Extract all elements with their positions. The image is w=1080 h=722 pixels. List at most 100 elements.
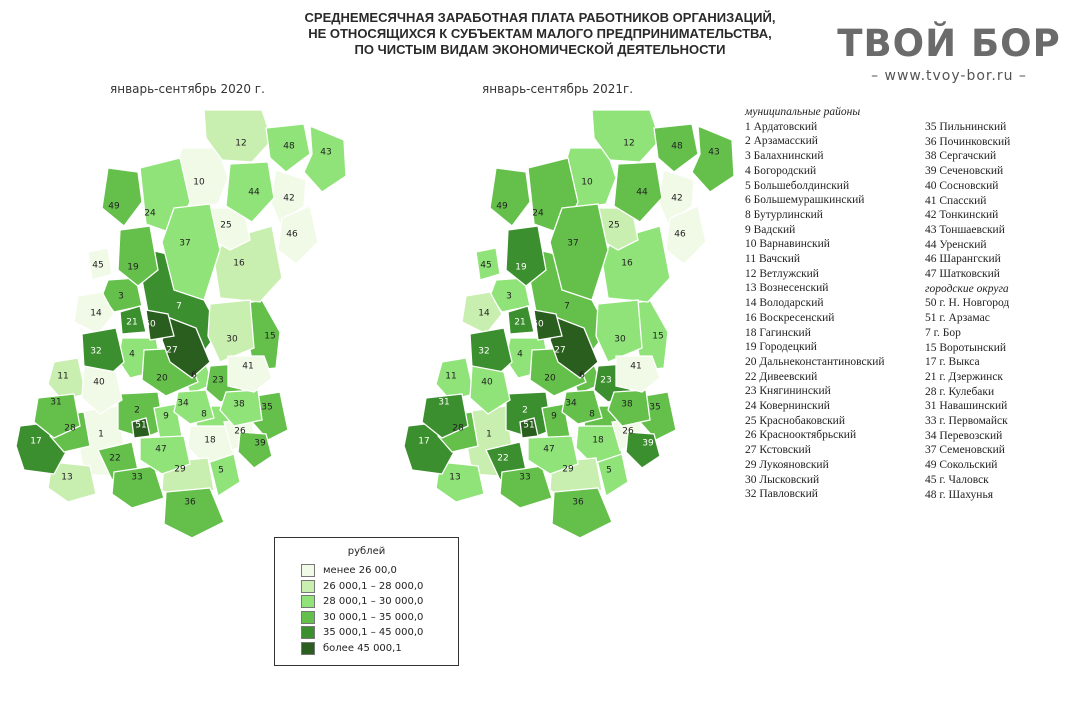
list-item: 4 Богородский [745,164,817,177]
region-label-33: 33 [131,473,142,483]
legend-swatch [301,564,315,578]
region-label-6: 6 [191,371,197,381]
region-2 [505,391,553,439]
region-13 [47,461,97,503]
list-item: 3 Балахнинский [745,150,824,163]
region-36 [551,487,613,539]
region-14 [461,291,503,335]
region-label-30: 30 [614,335,626,345]
list-item: 42 Тонкинский [925,209,999,222]
region-39 [237,431,273,469]
region-label-29: 29 [562,465,574,475]
region-31 [421,393,469,439]
region-21 [119,305,147,335]
region-label-37: 37 [179,239,190,249]
legend-item: 26 000,1 – 28 000,0 [301,579,458,595]
region-18 [187,425,235,465]
region-label-20: 20 [156,374,168,384]
region-label-3: 3 [506,292,512,302]
list-item: 20 Дальнеконстантиновский [745,355,885,368]
region-label-22: 22 [109,454,120,464]
region-label-38: 38 [621,400,633,410]
list-item: 12 Ветлужский [745,267,819,280]
list-item: 47 Шатковский [925,268,1000,281]
region-label-13: 13 [61,473,72,483]
region-label-8: 8 [201,410,207,420]
legend: рублей менее 26 00,0 26 000,1 – 28 000,0 2… [274,537,459,666]
region-label-31: 31 [438,398,449,408]
region-label-1: 1 [486,430,492,440]
region-40 [81,365,123,415]
region-label-22: 22 [497,454,508,464]
region-label-41: 41 [630,362,641,372]
region-label-30: 30 [226,335,238,345]
legend-swatch [301,626,315,640]
legend-item: 30 000,1 – 35 000,0 [301,610,458,626]
region-label-32: 32 [90,347,101,357]
region-label-5: 5 [218,466,224,476]
list-item: 24 Ковернинский [745,400,830,413]
legend-label: 28 000,1 – 30 000,0 [323,596,424,608]
legend-swatch [301,579,315,593]
legend-label: 30 000,1 – 35 000,0 [323,611,424,623]
districts-list-col2: 35 Пильнинский 36 Починковский 38 Сергачск… [925,120,1010,502]
title-line-3: ПО ЧИСТЫМ ВИДАМ ЭКОНОМИЧЕСКОЙ ДЕЯТЕЛЬНОС… [354,42,726,57]
region-label-31: 31 [50,398,61,408]
region-label-23: 23 [600,376,611,386]
legend-title: рублей [347,546,386,557]
region-34 [561,389,603,425]
region-50 [145,309,175,341]
region-label-16: 16 [233,259,245,269]
region-44 [225,161,275,223]
region-41 [227,355,273,393]
legend-label: 26 000,1 – 28 000,0 [323,580,424,592]
region-label-50: 50 [532,320,544,330]
region-label-21: 21 [514,318,525,328]
region-label-14: 14 [478,309,490,319]
region-27 [549,317,599,379]
region-label-48: 48 [283,142,295,152]
list-item: 46 Шарангский [925,253,1001,266]
region-label-51: 51 [135,421,146,431]
region-label-45: 45 [92,261,103,271]
region-label-18: 18 [592,436,604,446]
region-label-24: 24 [144,209,156,219]
list-item: 36 Починковский [925,135,1011,148]
list-item: 41 Спасский [925,194,987,207]
region-label-41: 41 [242,362,253,372]
region-44 [613,161,663,223]
region-label-50: 50 [144,320,156,330]
list-item: 34 Перевозский [925,429,1003,442]
list-item: 9 Вадский [745,223,796,236]
legend-label: менее 26 00,0 [323,565,397,577]
region-label-49: 49 [108,202,120,212]
region-label-11: 11 [445,372,456,382]
region-label-42: 42 [283,194,294,204]
list-item: 18 Гагинский [745,326,811,339]
list-item: 32 Павловский [745,488,818,501]
region-label-35: 35 [649,403,660,413]
list-item: 19 Городецкий [745,341,817,354]
list-item: 40 Сосновский [925,179,999,192]
region-label-43: 43 [320,148,331,158]
region-label-38: 38 [233,400,245,410]
legend-swatch [301,595,315,609]
region-label-27: 27 [554,346,565,356]
region-label-9: 9 [163,412,169,422]
site-logo[interactable]: ТВОЙ БОР – www.tvoy-bor.ru – [835,22,1063,84]
legend-swatch [301,610,315,624]
districts-header: муниципальные районы [745,106,861,118]
list-item: 6 Большемурашкинский [745,194,865,207]
region-label-45: 45 [480,261,491,271]
list-item: 14 Володарский [745,297,824,310]
region-label-43: 43 [708,148,719,158]
region-label-44: 44 [248,188,260,198]
map-2020-subtitle: январь-сентябрь 2020 г. [110,82,265,96]
region-18 [575,425,623,465]
region-30 [207,299,255,363]
region-label-27: 27 [166,346,177,356]
region-43 [691,124,735,193]
region-34 [173,389,215,425]
region-39 [625,431,661,469]
